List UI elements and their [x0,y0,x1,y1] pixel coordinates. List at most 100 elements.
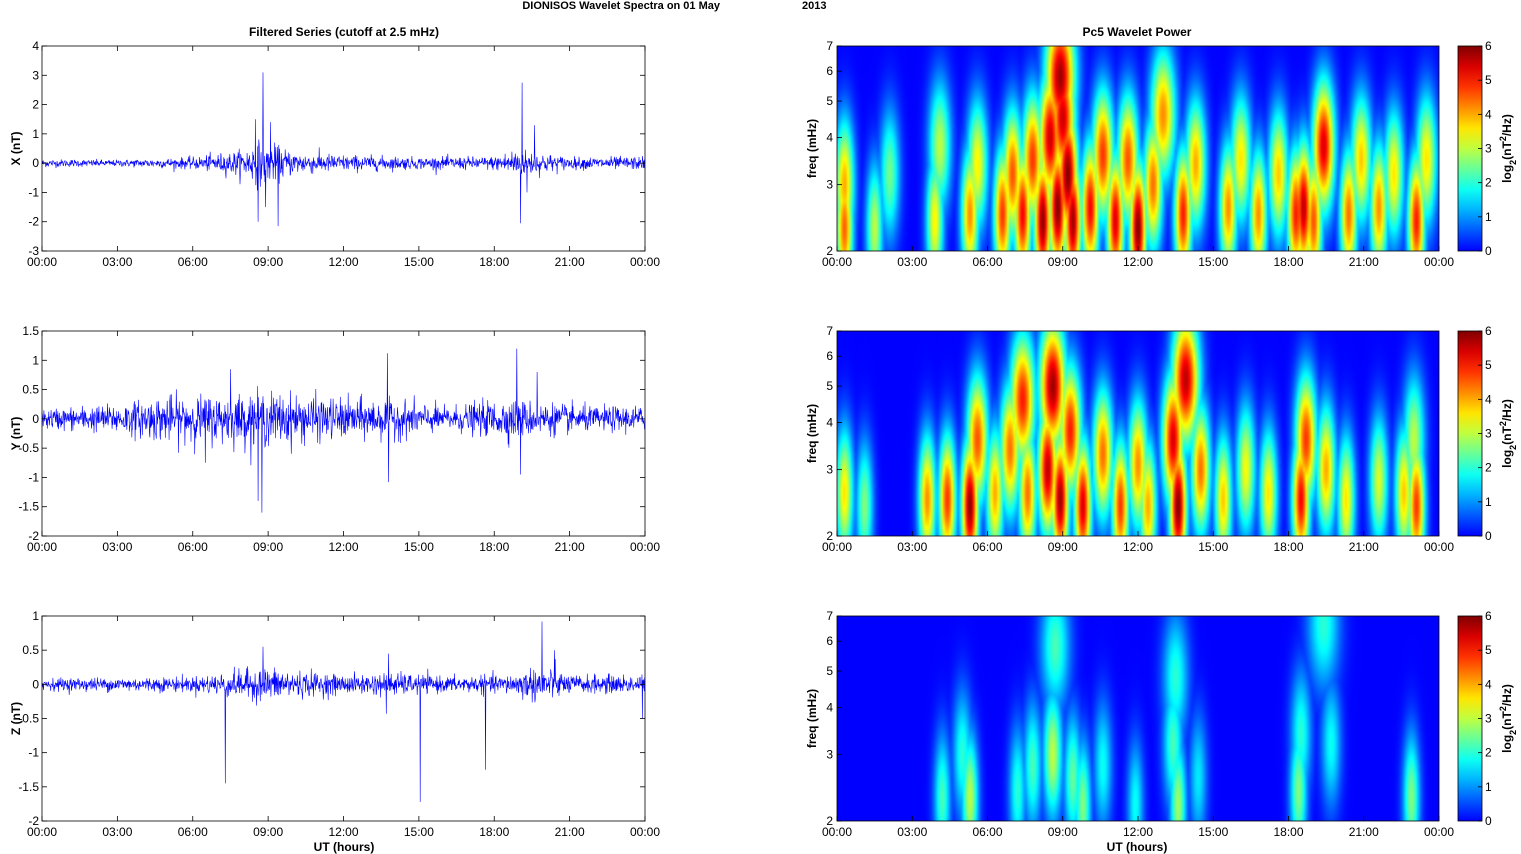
colorbar-tick-label: 1 [1485,780,1492,794]
x-tick-label: 00:00 [630,540,660,554]
x-tick-label: 18:00 [1273,825,1303,839]
x-tick-label: 06:00 [972,255,1002,269]
x-tick-label: 09:00 [1048,255,1078,269]
wavelet-power-map-x [837,46,1439,251]
y-tick-label: 6 [826,349,833,363]
x-tick-label: 06:00 [972,825,1002,839]
y-tick-label: 6 [826,64,833,78]
x-tick-label: 03:00 [102,540,132,554]
x-axis-label-left: UT (hours) [314,840,375,854]
x-tick-label: 18:00 [479,825,509,839]
y-tick-label: -0.5 [18,441,39,455]
x-tick-label: 21:00 [555,255,585,269]
y-tick-label: 4 [826,416,833,430]
x-tick-label: 12:00 [328,255,358,269]
y-tick-label: 1.5 [22,324,39,338]
y-tick-label: 0 [32,677,39,691]
y-tick-label: 0 [32,412,39,426]
y-axis-label: Y (nT) [9,417,23,451]
y-tick-label: 0 [32,156,39,170]
colorbar-tick-label: 6 [1485,609,1492,623]
y-tick-label: 5 [826,379,833,393]
colorbar-tick-label: 6 [1485,39,1492,53]
y-tick-label: -1 [28,746,39,760]
wavelet-panel-z: 2 3 4 5 6 7 freq (mHz) 0 1 2 3 4 5 6 log2(nT2/Hz) 00:00… [805,609,1518,839]
colorbar-tick-label: 3 [1485,142,1492,156]
right-column-title: Pc5 Wavelet Power [1083,25,1192,39]
x-tick-label: 15:00 [1198,255,1228,269]
y-tick-label: 2 [826,814,833,828]
y-tick-label: 7 [826,324,833,338]
y-tick-label: 7 [826,39,833,53]
x-tick-label: 09:00 [253,825,283,839]
colorbar-label: log2(nT2/Hz) [1498,684,1518,753]
x-tick-label: 06:00 [178,255,208,269]
y-tick-label: 3 [32,68,39,82]
x-tick-label: 15:00 [404,255,434,269]
x-tick-label: 12:00 [1123,825,1153,839]
x-tick-label: 00:00 [822,540,852,554]
x-tick-label: 00:00 [630,255,660,269]
x-axis-label-right: UT (hours) [1107,840,1168,854]
y-axis-label: X (nT) [9,132,23,166]
x-tick-label: 00:00 [822,825,852,839]
colorbar-tick-label: 1 [1485,495,1492,509]
colorbar-tick-label: 2 [1485,461,1492,475]
y-tick-label: -2 [28,814,39,828]
y-tick-label: 1 [32,127,39,141]
colorbar-tick-label: 5 [1485,643,1492,657]
series-panel-y: -2 -1.5 -1 -0.5 0 0.5 1 1.5 Y (nT) 00:00 03:00 06:0… [9,324,660,554]
y-axis-label: freq (mHz) [805,404,819,463]
x-tick-label: 00:00 [27,825,57,839]
y-axis-label: Z (nT) [9,702,23,735]
wavelet-power-map-y [837,331,1439,536]
colorbar-tick-label: 1 [1485,210,1492,224]
x-tick-label: 06:00 [178,825,208,839]
y-tick-label: 1 [32,353,39,367]
x-tick-label: 12:00 [328,540,358,554]
x-tick-label: 09:00 [1048,825,1078,839]
figure-suptitle-year: 2013 [802,0,826,12]
x-tick-label: 12:00 [1123,255,1153,269]
x-tick-label: 18:00 [1273,540,1303,554]
colorbar-tick-label: 3 [1485,427,1492,441]
colorbar-tick-label: 4 [1485,107,1492,121]
plot-frame [41,45,646,252]
y-tick-label: 3 [826,178,833,192]
x-tick-label: 15:00 [1198,825,1228,839]
colorbar-tick-label: 0 [1485,244,1492,258]
colorbar-tick-label: 0 [1485,529,1492,543]
y-tick-label: -1.5 [18,500,39,514]
x-tick-label: 09:00 [253,255,283,269]
x-tick-label: 09:00 [1048,540,1078,554]
y-tick-label: 2 [826,244,833,258]
y-tick-label: -1.5 [18,780,39,794]
wavelet-power-map-z [837,616,1439,821]
y-tick-label: 0.5 [22,643,39,657]
colorbar-tick-label: 4 [1485,392,1492,406]
colorbar-tick-label: 5 [1485,73,1492,87]
wavelet-panel-y: 2 3 4 5 6 7 freq (mHz) 0 1 2 3 4 5 6 log2(nT2/Hz) 00:00… [805,324,1518,554]
y-axis-label: freq (mHz) [805,689,819,748]
y-tick-label: 2 [826,529,833,543]
colorbar-tick-label: 5 [1485,358,1492,372]
y-tick-label: 3 [826,748,833,762]
figure-suptitle-name: DIONISOS Wavelet Spectra on 01 May [522,0,721,12]
x-tick-label: 18:00 [479,255,509,269]
x-tick-label: 06:00 [178,540,208,554]
x-tick-label: 03:00 [102,825,132,839]
x-tick-label: 03:00 [102,255,132,269]
x-tick-label: 00:00 [1424,825,1454,839]
y-tick-label: 4 [826,131,833,145]
series-panel-x: -3 -2 -1 0 1 2 3 4 X (nT) 00:00 03:00 06:00 09:00 12:… [9,39,660,269]
colorbar-label: log2(nT2/Hz) [1498,114,1518,183]
x-tick-label: 00:00 [27,255,57,269]
left-column-title: Filtered Series (cutoff at 2.5 mHz) [249,25,439,39]
x-tick-label: 03:00 [897,255,927,269]
colorbar-label: log2(nT2/Hz) [1498,399,1518,468]
x-tick-label: 21:00 [1349,540,1379,554]
y-tick-label: 1 [32,609,39,623]
y-tick-label: -3 [28,244,39,258]
x-tick-label: 21:00 [555,825,585,839]
